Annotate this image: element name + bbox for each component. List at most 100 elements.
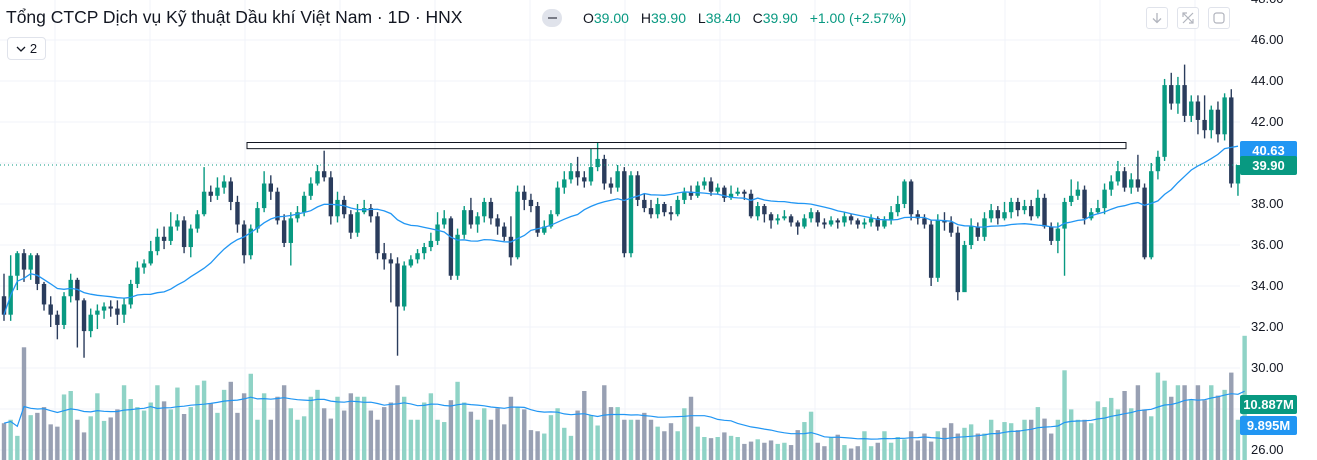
volume-bar xyxy=(1222,389,1227,460)
candle-body xyxy=(662,204,667,213)
volume-bar xyxy=(108,417,113,460)
change-value: +1.00 (+2.57%) xyxy=(809,10,907,26)
volume-bars xyxy=(1,335,1247,460)
candle-body xyxy=(542,226,547,233)
volume-bar xyxy=(1135,385,1141,460)
candle-body xyxy=(588,167,594,182)
volume-bar xyxy=(1175,385,1181,460)
price-tick-label: 36.00 xyxy=(1251,237,1284,252)
candle-body xyxy=(642,199,647,209)
candle-body xyxy=(742,191,747,194)
candle-body xyxy=(41,283,47,305)
volume-bar xyxy=(562,427,567,460)
candle-body xyxy=(1008,201,1014,213)
candle-body xyxy=(95,310,100,315)
symbol-title: Tổng CTCP Dịch vụ Kỹ thuật Dầu khí Việt … xyxy=(6,7,463,27)
collapse-button[interactable] xyxy=(1177,7,1199,29)
volume-bar xyxy=(568,435,574,460)
candle-body xyxy=(281,220,287,243)
candle-body xyxy=(248,228,253,256)
candle-body xyxy=(1028,206,1034,217)
volume-bar xyxy=(882,431,887,460)
volume-bar xyxy=(822,446,827,460)
volume-bar xyxy=(88,416,93,460)
candle-body xyxy=(1209,109,1214,131)
indicators-toggle-button[interactable]: 2 xyxy=(7,37,46,60)
candle-body xyxy=(408,259,414,266)
candle-body xyxy=(48,304,53,315)
candle-body xyxy=(1189,101,1194,116)
candle-body xyxy=(261,183,267,209)
volume-bar xyxy=(908,431,914,460)
volume-bar xyxy=(1048,433,1054,460)
candle-body xyxy=(888,212,894,221)
volume-bar xyxy=(942,427,947,460)
candle-body xyxy=(815,212,820,223)
volume-bar xyxy=(328,418,334,460)
candle-body xyxy=(442,218,447,225)
candle-body xyxy=(115,308,120,315)
refresh-button[interactable] xyxy=(1208,7,1230,29)
candle-body xyxy=(121,304,127,315)
volume-bar xyxy=(61,394,67,460)
candle-body xyxy=(895,204,900,213)
candle-body xyxy=(1169,85,1174,104)
volume-bar xyxy=(28,415,33,460)
candle-body xyxy=(255,208,260,229)
candle-body xyxy=(682,191,687,200)
volume-bar xyxy=(475,419,480,460)
volume-bar xyxy=(582,391,587,460)
candle-body xyxy=(915,214,920,219)
volume-bar xyxy=(21,347,27,460)
candle-body xyxy=(335,199,340,217)
candle-body xyxy=(668,212,674,215)
volume-bar xyxy=(195,385,200,460)
volume-bar xyxy=(488,419,494,460)
volume-bar xyxy=(515,407,520,460)
candle-body xyxy=(1182,85,1187,116)
low-label: L xyxy=(697,10,706,26)
volume-bar xyxy=(575,410,580,460)
volume-bar xyxy=(688,396,694,460)
volume-bar xyxy=(1195,385,1201,460)
scroll-down-button[interactable] xyxy=(1146,7,1168,29)
candle-body xyxy=(435,224,440,241)
volume-bar xyxy=(235,412,240,460)
hide-legend-icon[interactable] xyxy=(542,9,562,27)
candle-body xyxy=(995,210,1001,219)
candle-body xyxy=(848,216,854,221)
volume-bar xyxy=(735,437,740,460)
ohlc-legend: O39.00 H39.90 L38.40 C39.90 +1.00 (+2.57… xyxy=(583,10,914,26)
candle-body xyxy=(235,201,240,225)
refresh-icon xyxy=(1213,12,1225,24)
candle-body xyxy=(495,218,500,227)
volume-bar xyxy=(815,442,820,460)
candle-body xyxy=(635,175,640,200)
candle-body xyxy=(562,179,567,188)
volume-bar xyxy=(642,412,647,460)
volume-bar xyxy=(188,407,193,460)
volume-bar xyxy=(408,419,414,460)
volume-bar xyxy=(615,407,620,460)
volume-bar xyxy=(1129,408,1134,460)
candle-body xyxy=(328,177,334,217)
volume-bar xyxy=(1189,400,1194,460)
volume-bar xyxy=(355,396,360,460)
volume-bar xyxy=(321,408,327,460)
volume-bar xyxy=(1202,400,1207,460)
volume-bar xyxy=(895,437,900,460)
candle-body xyxy=(462,210,467,235)
price-tick-label: 44.00 xyxy=(1251,73,1284,88)
volume-bar xyxy=(135,407,140,460)
candle-body xyxy=(188,228,193,248)
volume-bar xyxy=(415,419,420,460)
candle-body xyxy=(161,236,167,241)
volume-bar xyxy=(775,443,780,460)
volume-bar xyxy=(68,391,73,460)
volume-bar xyxy=(455,381,460,460)
arrow-down-icon xyxy=(1152,13,1162,24)
candle-body xyxy=(835,220,840,223)
volume-bar xyxy=(528,430,534,460)
volume-bar xyxy=(495,408,500,460)
